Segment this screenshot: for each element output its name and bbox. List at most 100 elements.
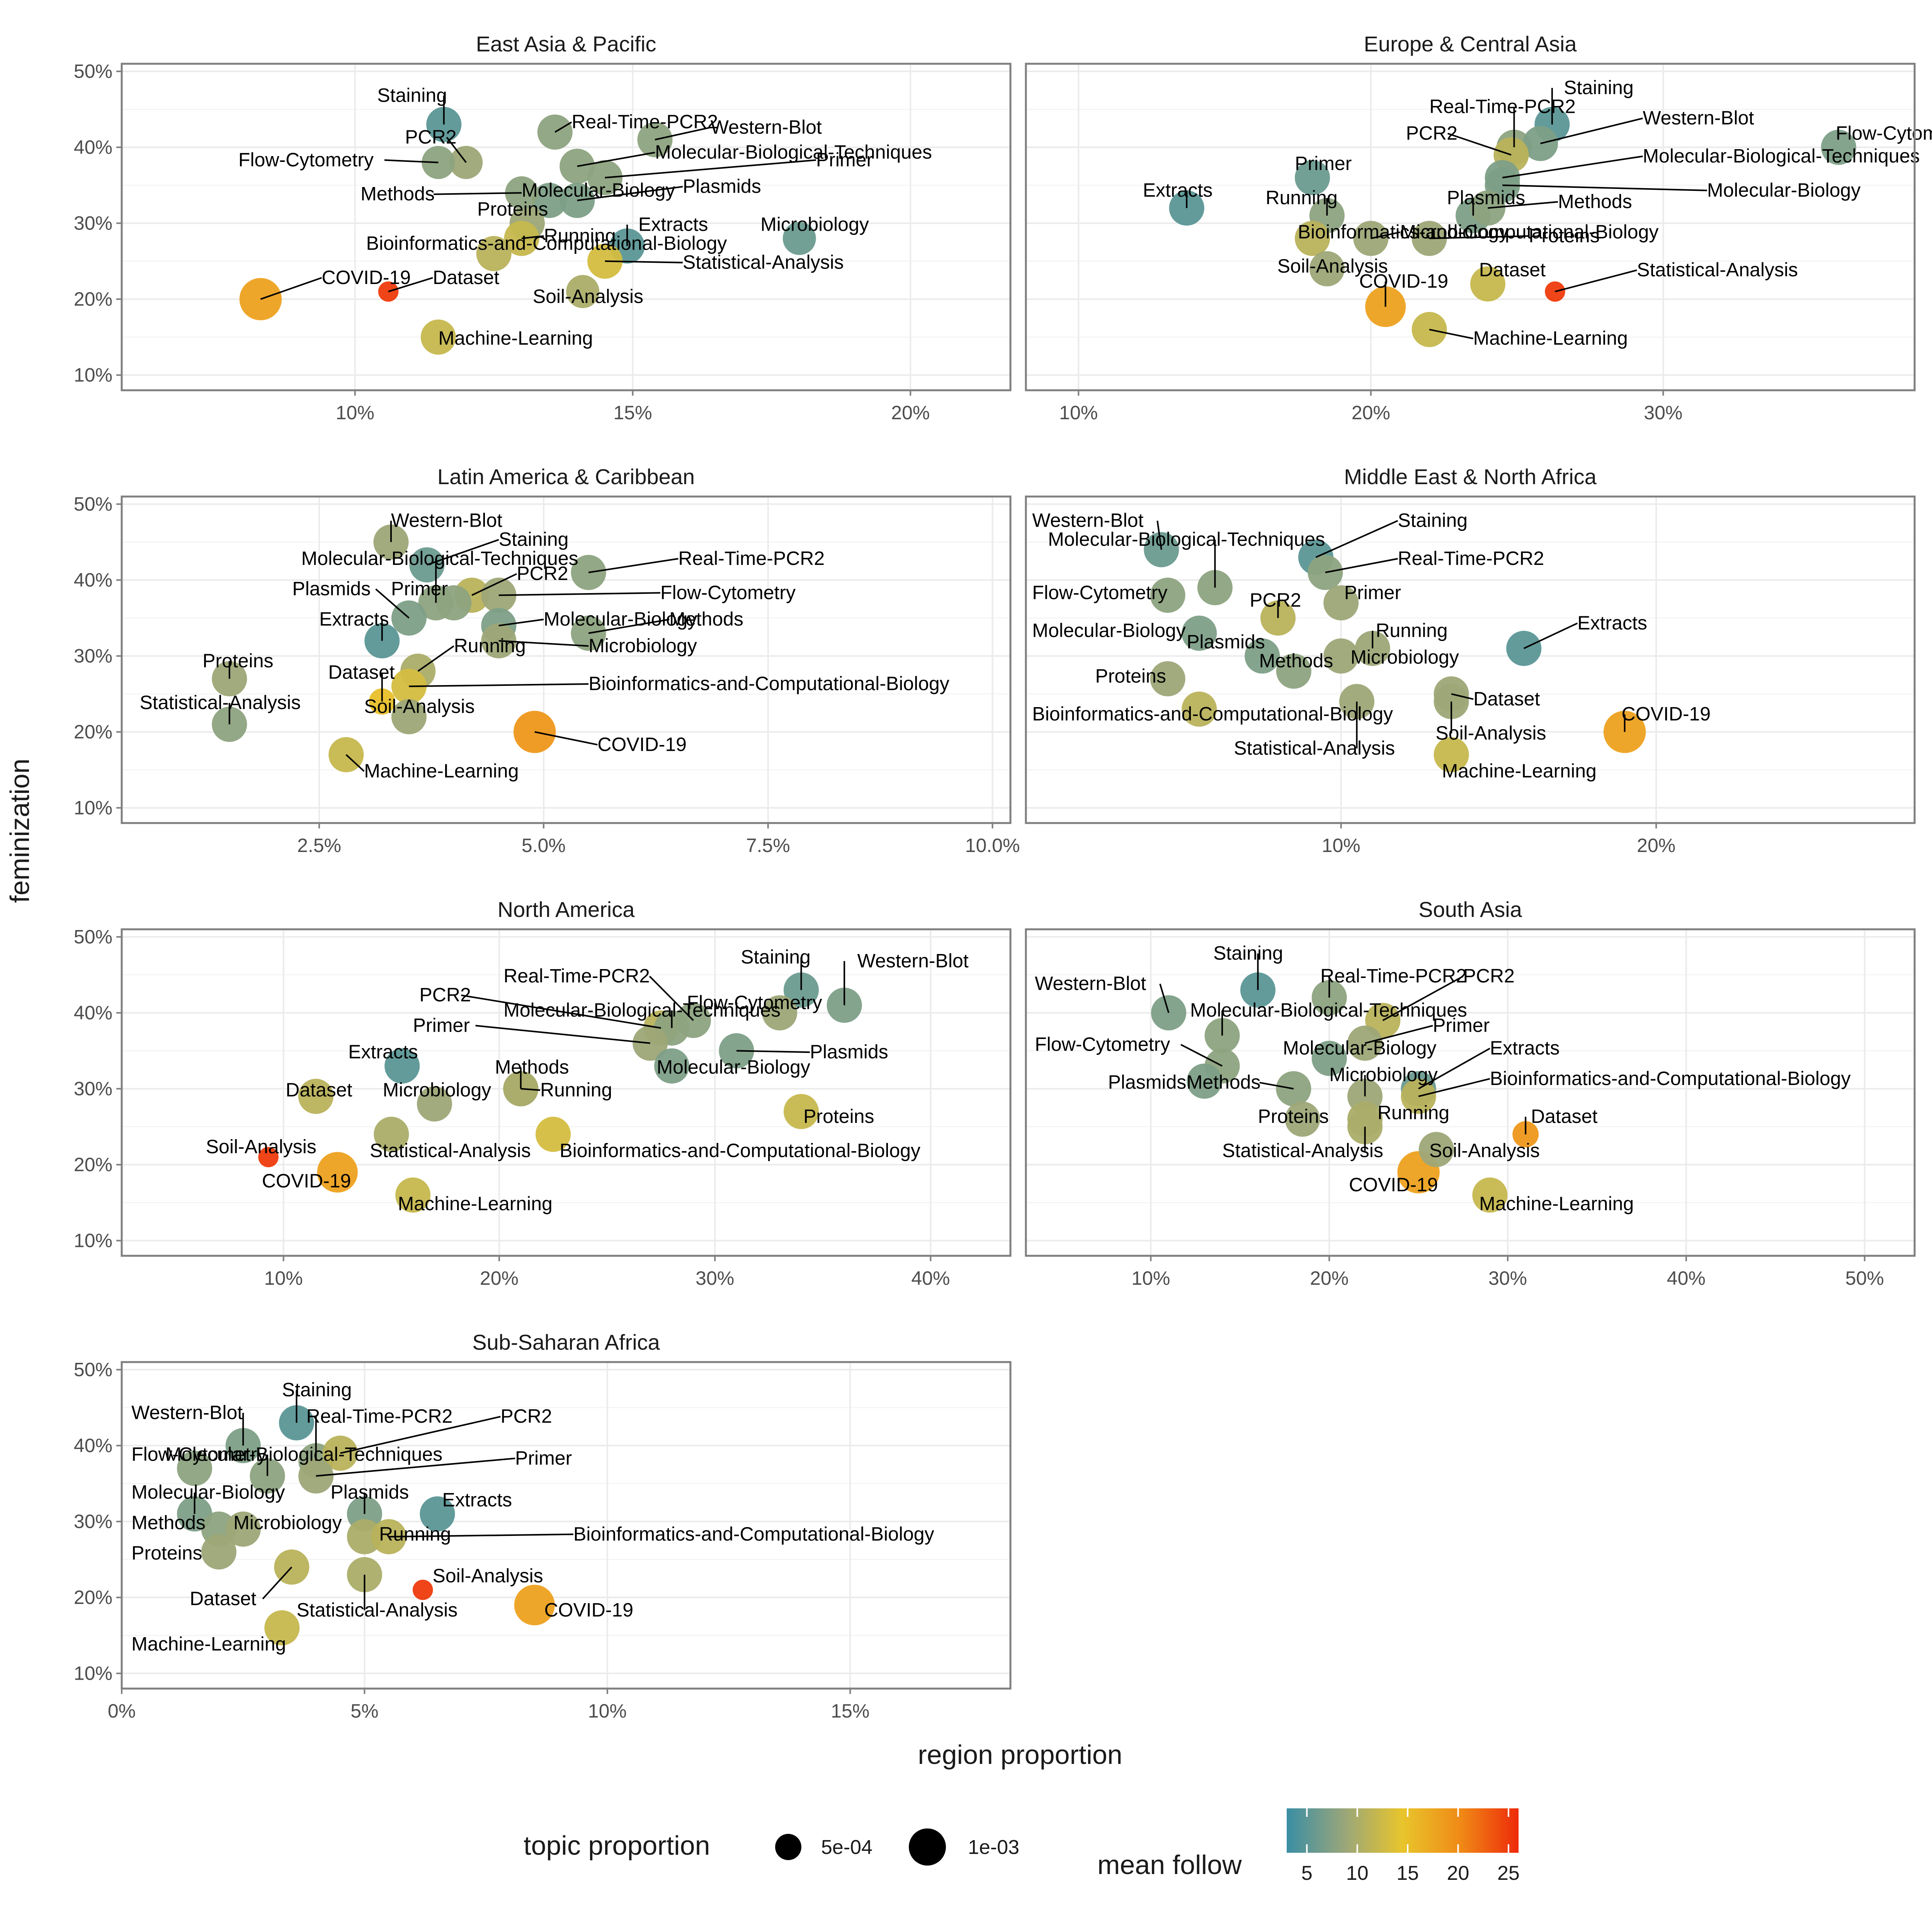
leader-line [475,1025,650,1044]
point-label: Plasmids [683,175,761,197]
y-tick-label: 40% [74,1435,112,1456]
size-legend-label-large: 1e-03 [968,1836,1019,1859]
point-label: Molecular-Biology [1032,620,1185,641]
point-label: Statistical-Analysis [683,252,844,273]
y-tick-label: 30% [74,213,112,234]
point-soil-analysis [1418,1132,1454,1167]
point-label: Staining [282,1379,352,1400]
point-label: Molecular-Biological-Techniques [655,141,932,163]
panel-background [122,497,1010,823]
point-primer [1347,1026,1383,1061]
x-tick-label: 10% [336,402,374,423]
point-label: Methods [495,1056,569,1078]
y-tick-label: 50% [74,493,112,515]
point-extracts [420,1496,455,1532]
point-label: Microbiology [383,1079,491,1100]
point-label: Machine-Learning [438,327,593,349]
point-soil-analysis [391,699,427,735]
panel-north-america: Staining Western-Blot Real-Time-PCR2 PCR2 Fl… [74,897,1012,1289]
leader-line [1540,117,1643,145]
point-label: Molecular-Biology [131,1481,285,1503]
point-label: Extracts [1577,612,1647,634]
x-tick-label: 10% [1131,1267,1170,1289]
leader-line [1523,622,1578,649]
point-label: Molecular-Biological-Techniques [1190,999,1467,1021]
point-label: Western-Blot [1032,510,1143,531]
point-label: Running [454,635,526,656]
panel-border [121,63,1012,391]
point-label: COVID-19 [322,267,411,288]
point-real-time-pcr2 [1308,554,1343,590]
leader-line [1429,235,1529,239]
point-label: Staining [1398,510,1468,531]
leader-line [409,683,589,687]
point-label: COVID-19 [597,733,687,755]
point-label: Bioinformatics-and-Computational-Biology [573,1523,934,1545]
point-label: PCR2 [500,1405,552,1427]
point-label: Extracts [1143,179,1213,201]
leader-line [388,277,433,293]
point-label: Western-Blot [857,950,969,971]
leader-line [736,1050,810,1053]
size-legend-title: topic proportion [524,1830,710,1861]
leader-line [375,588,410,619]
point-plasmids [1245,638,1280,674]
point-label: Bioinformatics-and-Computational-Biology [1298,221,1659,243]
panel-data [1169,107,1856,347]
leader-line [461,994,661,1029]
point-microbiology [782,222,816,255]
point-label: Plasmids [1108,1071,1186,1093]
y-tick-label: 40% [74,136,112,158]
x-tick-label: 40% [1667,1267,1706,1289]
point-label: Real-Time-PCR2 [1320,965,1467,987]
leader-line [1365,1025,1433,1044]
point-label: Machine-Learning [1479,1193,1634,1214]
point-label: Real-Time-PCR2 [1429,96,1576,117]
point-label: Proteins [477,198,548,220]
x-tick-label: 15% [831,1700,869,1722]
panel-gridlines [1026,64,1915,390]
point-label: Staining [741,946,811,968]
point-label: Western-Blot [131,1401,243,1423]
point-proteins [201,1534,236,1570]
point-label: Staining [1213,942,1283,964]
leader-line [1488,201,1558,209]
color-tick-label: 25 [1497,1862,1520,1884]
point-label: Statistical-Analysis [1234,737,1395,759]
x-tick-label: 20% [1310,1267,1349,1289]
y-tick-label: 20% [74,721,112,743]
leader-line [649,976,694,1021]
point-label: Extracts [319,608,389,630]
panel-title: Middle East & North Africa [1344,464,1597,489]
point-label: Western-Blot [1035,973,1146,994]
point-label: Staining [499,529,569,550]
point-label: Methods [669,608,743,630]
leader-line [588,619,670,634]
panel-border [1025,495,1916,824]
point-label: Statistical-Analysis [1637,259,1798,281]
point-label: Machine-Learning [364,760,519,782]
point-label: Molecular-Biology [522,179,675,201]
leader-line [260,277,322,300]
point-methods [1276,653,1311,689]
point-primer [1323,585,1359,621]
leader-line [1315,520,1398,558]
point-label: Real-Time-PCR2 [678,548,825,569]
point-label: Primer [515,1447,572,1469]
point-label: Soil-Analysis [1429,1140,1540,1162]
point-label: Methods [1259,650,1333,672]
leader-line [498,640,589,647]
y-tick-label: 20% [74,288,112,310]
point-label: Flow-Cytometry [687,992,822,1013]
point-primer [1294,160,1330,196]
leader-line [534,731,598,746]
leader-line [655,126,711,141]
point-label: Proteins [202,650,273,672]
leader-line [1447,133,1512,156]
point-label: Running [1378,1102,1449,1123]
leader-line [605,159,816,179]
panel-border [121,495,1012,824]
